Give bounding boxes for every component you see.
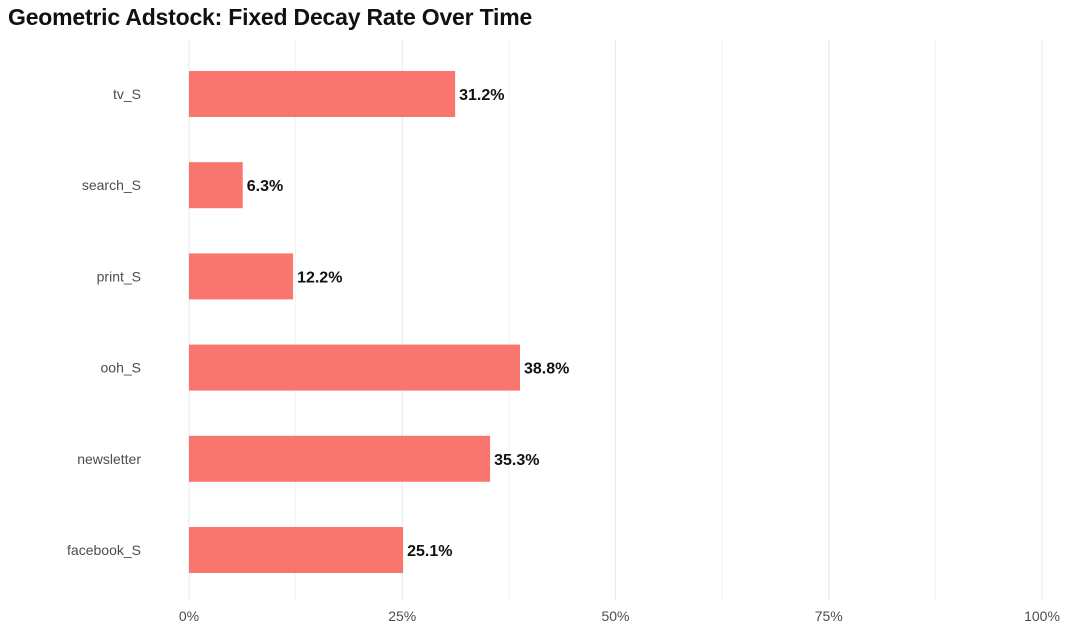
data-label: 25.1% <box>407 543 452 560</box>
bar <box>189 71 456 117</box>
category-label: facebook_S <box>67 542 141 558</box>
x-tick-label: 75% <box>815 608 843 624</box>
bar <box>189 527 404 573</box>
bars-group <box>189 71 520 573</box>
category-label: ooh_S <box>101 360 141 376</box>
bar <box>189 344 520 391</box>
category-label: search_S <box>82 177 141 193</box>
category-label: print_S <box>97 268 141 284</box>
labels-group: 0% 25% 50% 75% 100% tv_S 31.2% search_S 6.3% prin… <box>67 86 1060 624</box>
x-tick-label: 100% <box>1024 608 1060 624</box>
data-label: 6.3% <box>247 178 283 195</box>
data-label: 35.3% <box>494 452 539 469</box>
bar <box>189 253 294 300</box>
category-label: newsletter <box>77 451 141 467</box>
x-tick-label: 0% <box>179 608 199 624</box>
data-label: 38.8% <box>524 361 569 378</box>
x-tick-label: 25% <box>388 608 416 624</box>
chart-title: Geometric Adstock: Fixed Decay Rate Over… <box>8 4 533 30</box>
data-label: 12.2% <box>297 269 342 286</box>
x-tick-label: 50% <box>601 608 629 624</box>
data-label: 31.2% <box>459 87 504 104</box>
bar <box>189 162 243 209</box>
category-label: tv_S <box>113 86 141 102</box>
grid-lines <box>188 40 1043 600</box>
bar <box>189 435 491 482</box>
